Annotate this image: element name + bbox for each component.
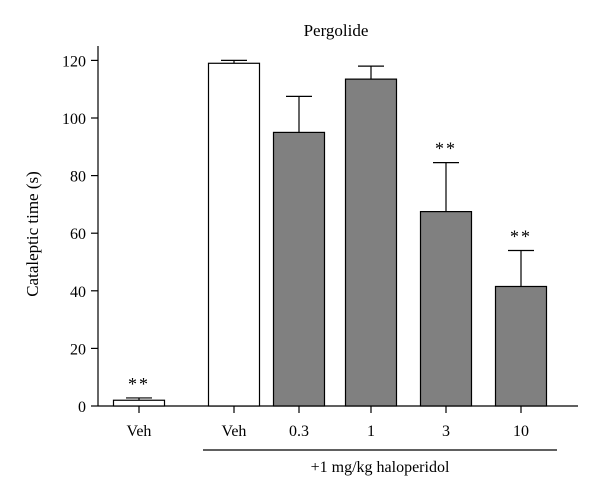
bar xyxy=(207,62,261,407)
x-tick-label: Veh xyxy=(127,423,152,440)
chart-title: Pergolide xyxy=(304,21,369,40)
y-tick-label: 120 xyxy=(62,53,86,70)
x-tick-label: 10 xyxy=(513,423,529,440)
y-tick-label: 0 xyxy=(78,399,86,416)
y-tick-label: 100 xyxy=(62,111,86,128)
group-label: +1 mg/kg haloperidol xyxy=(311,459,450,476)
x-tick-label: Veh xyxy=(222,423,247,440)
y-axis-label: Cataleptic time (s) xyxy=(23,171,42,297)
significance-marker: ** xyxy=(128,374,150,394)
bar xyxy=(419,211,473,407)
bars xyxy=(112,59,548,407)
bar xyxy=(494,285,548,407)
axes: 0 20 40 60 80 100 120 xyxy=(62,46,578,416)
y-tick-label: 40 xyxy=(70,284,86,301)
y-tick-label: 80 xyxy=(70,169,86,186)
significance-marker: ** xyxy=(435,139,457,159)
bar xyxy=(344,78,398,407)
x-tick-label: 0.3 xyxy=(289,423,309,440)
bar xyxy=(272,131,326,407)
x-tick-label: 3 xyxy=(442,423,450,440)
y-tick-label: 20 xyxy=(70,341,86,358)
significance-marker: ** xyxy=(510,226,532,246)
bar xyxy=(112,399,166,407)
y-tick-label: 60 xyxy=(70,226,86,243)
x-tick-label: 1 xyxy=(367,423,375,440)
labels: Pergolide Cataleptic time (s) +1 mg/kg h… xyxy=(23,21,557,476)
